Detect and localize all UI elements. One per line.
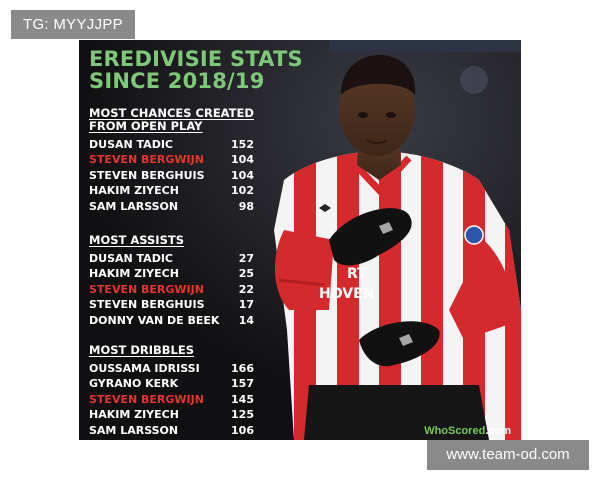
section-title-line2: FROM OPEN PLAY: [89, 119, 203, 133]
player-name: STEVEN BERGHUIS: [89, 168, 205, 182]
player-name: GYRANO KERK: [89, 377, 179, 391]
stat-row-highlight: STEVEN BERGWIJN 145: [89, 392, 254, 407]
stat-row: SAM LARSSON 106: [89, 423, 254, 438]
player-name: STEVEN BERGHUIS: [89, 298, 205, 312]
shirt-sponsor-line2: HOVEN: [319, 286, 374, 302]
stat-row: DUSAN TADIC 152: [89, 137, 254, 152]
stat-row: OUSSAMA IDRISSI 166: [89, 361, 254, 376]
stat-row: HAKIM ZIYECH 102: [89, 183, 254, 198]
player-name: SAM LARSSON: [89, 199, 179, 213]
section-title: MOST DRIBBLES: [89, 343, 195, 357]
stat-row: GYRANO KERK 157: [89, 376, 254, 391]
player-name: HAKIM ZIYECH: [89, 184, 179, 198]
section-most-assists: MOST ASSISTS DUSAN TADIC 27 HAKIM ZIYECH 2…: [89, 234, 254, 328]
player-name: OUSSAMA IDRISSI: [89, 362, 200, 375]
watermark-brand: WhoScored: [424, 425, 486, 437]
player-name: DUSAN TADIC: [89, 138, 173, 151]
player-name: DUSAN TADIC: [89, 252, 173, 265]
stat-row: DUSAN TADIC 27: [89, 251, 254, 266]
stat-value: 22: [238, 282, 254, 296]
player-name: STEVEN BERGWIJN: [89, 392, 204, 406]
shirt-sponsor-line1: RT: [347, 266, 367, 282]
title-line-2: SINCE 2018/19: [89, 69, 265, 93]
stat-value: 25: [238, 267, 254, 281]
tg-badge: TG: MYYJJPP: [11, 10, 135, 39]
section-title: MOST CHANCES CREATED: [89, 106, 254, 120]
section-most-dribbles: MOST DRIBBLES OUSSAMA IDRISSI 166 GYRANO …: [89, 344, 254, 438]
stat-row: STEVEN BERGHUIS 104: [89, 168, 254, 183]
stat-value: 27: [238, 252, 254, 265]
stats-graphic: RT HOVEN EREDIVISIE STATS SINCE 2018/19 …: [79, 40, 521, 440]
player-name: HAKIM ZIYECH: [89, 408, 179, 422]
player-name: STEVEN BERGWIJN: [89, 282, 204, 296]
stat-row: DONNY VAN DE BEEK 14: [89, 313, 254, 328]
player-name: STEVEN BERGWIJN: [89, 153, 204, 167]
stat-row: SAM LARSSON 98: [89, 199, 254, 214]
stat-value: 125: [231, 408, 254, 422]
stat-row: HAKIM ZIYECH 25: [89, 266, 254, 281]
watermark-tld: .com: [485, 425, 511, 437]
stat-value: 104: [231, 153, 254, 167]
stat-value: 157: [231, 377, 254, 391]
stat-value: 152: [231, 138, 254, 151]
stat-value: 98: [238, 199, 254, 213]
stat-value: 166: [231, 362, 254, 375]
player-name: HAKIM ZIYECH: [89, 267, 179, 281]
stat-value: 104: [231, 168, 254, 182]
stat-value: 17: [238, 298, 254, 312]
stat-row-highlight: STEVEN BERGWIJN 104: [89, 152, 254, 167]
stat-value: 145: [231, 392, 254, 406]
stat-value: 102: [231, 184, 254, 198]
site-badge: www.team-od.com: [427, 440, 589, 470]
stat-value: 106: [231, 423, 254, 437]
section-chances-created: MOST CHANCES CREATED FROM OPEN PLAY DUSA…: [89, 107, 254, 214]
player-name: DONNY VAN DE BEEK: [89, 313, 220, 327]
title-line-1: EREDIVISIE STATS: [89, 47, 303, 71]
graphic-title: EREDIVISIE STATS SINCE 2018/19: [89, 48, 303, 92]
stat-row: HAKIM ZIYECH 125: [89, 407, 254, 422]
section-title: MOST ASSISTS: [89, 233, 184, 247]
player-name: SAM LARSSON: [89, 423, 179, 437]
player-photo: RT HOVEN: [79, 40, 521, 440]
stat-value: 14: [238, 313, 254, 327]
stat-row-highlight: STEVEN BERGWIJN 22: [89, 282, 254, 297]
stat-row: STEVEN BERGHUIS 17: [89, 297, 254, 312]
whoscored-logo-icon: WhoScored.com: [424, 425, 511, 437]
